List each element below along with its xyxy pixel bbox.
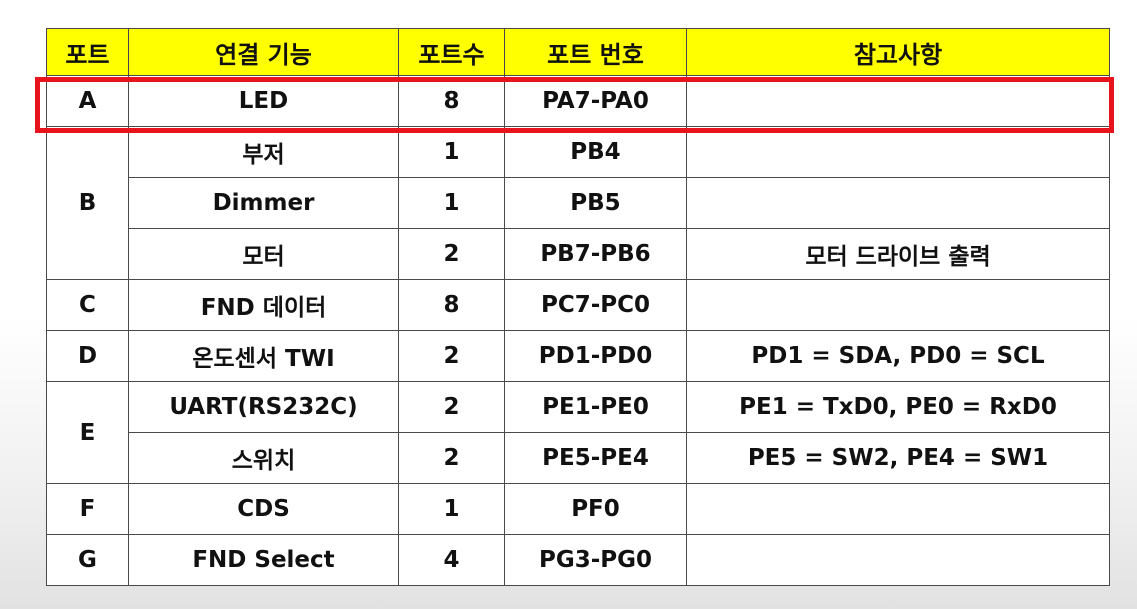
- count-cell: 2: [398, 381, 505, 433]
- function-cell: LED: [128, 75, 399, 127]
- table-row-b1: B 부저 1 PB4: [46, 126, 1110, 280]
- number-cell: PG3-PG0: [504, 534, 687, 586]
- function-cell: FND Select: [128, 534, 399, 586]
- port-table: 포트 연결 기능 포트수 포트 번호 참고사항 A LED 8 PA7-PA0 …: [46, 28, 1110, 586]
- number-cell: PA7-PA0: [504, 75, 687, 127]
- header-port: 포트: [46, 28, 129, 76]
- table-row-c: C FND 데이터 8 PC7-PC0: [46, 279, 1110, 331]
- port-cell: A: [46, 75, 129, 127]
- number-cell: PB7-PB6: [504, 228, 687, 280]
- table-row-f: F CDS 1 PF0: [46, 483, 1110, 535]
- table-row-a: A LED 8 PA7-PA0: [46, 75, 1110, 127]
- port-cell: E: [46, 381, 129, 484]
- function-cell: Dimmer: [128, 177, 399, 229]
- header-number: 포트 번호: [504, 28, 687, 76]
- function-cell: 온도센서 TWI: [128, 330, 399, 382]
- count-cell: 1: [398, 126, 505, 178]
- header-note: 참고사항: [686, 28, 1110, 76]
- number-cell: PF0: [504, 483, 687, 535]
- table-row-d: D 온도센서 TWI 2 PD1-PD0 PD1 = SDA, PD0 = SC…: [46, 330, 1110, 382]
- number-cell: PD1-PD0: [504, 330, 687, 382]
- port-cell: C: [46, 279, 129, 331]
- count-cell: 2: [398, 330, 505, 382]
- note-cell: PE1 = TxD0, PE0 = RxD0: [686, 381, 1110, 433]
- header-function: 연결 기능: [128, 28, 399, 76]
- header-row: 포트 연결 기능 포트수 포트 번호 참고사항: [46, 28, 1110, 76]
- note-cell: PE5 = SW2, PE4 = SW1: [686, 432, 1110, 484]
- count-cell: 8: [398, 75, 505, 127]
- table-row-b3: 모터 2 PB7-PB6 모터 드라이브 출력: [47, 228, 1110, 280]
- function-cell: 모터: [128, 228, 399, 280]
- note-cell: [686, 483, 1110, 535]
- number-cell: PC7-PC0: [504, 279, 687, 331]
- note-cell: [686, 177, 1110, 229]
- note-cell: 모터 드라이브 출력: [686, 228, 1110, 280]
- number-cell: PB5: [504, 177, 687, 229]
- number-cell: PB4: [504, 126, 687, 178]
- table-row-e2: 스위치 2 PE5-PE4 PE5 = SW2, PE4 = SW1: [47, 432, 1110, 484]
- port-cell: G: [46, 534, 129, 586]
- count-cell: 4: [398, 534, 505, 586]
- count-cell: 1: [398, 483, 505, 535]
- table-row-e1: E UART(RS232C) 2 PE1-PE0 PE1 = TxD0, PE0…: [46, 381, 1110, 484]
- note-cell: [686, 126, 1110, 178]
- port-cell: D: [46, 330, 129, 382]
- table-row-g: G FND Select 4 PG3-PG0: [46, 534, 1110, 586]
- note-cell: [686, 75, 1110, 127]
- number-cell: PE1-PE0: [504, 381, 687, 433]
- count-cell: 8: [398, 279, 505, 331]
- table-row-b2: Dimmer 1 PB5: [47, 177, 1110, 229]
- function-cell: 부저: [128, 126, 399, 178]
- port-cell: B: [46, 126, 129, 280]
- function-cell: UART(RS232C): [128, 381, 399, 433]
- note-cell: [686, 279, 1110, 331]
- port-cell: F: [46, 483, 129, 535]
- note-cell: PD1 = SDA, PD0 = SCL: [686, 330, 1110, 382]
- count-cell: 2: [398, 228, 505, 280]
- note-cell: [686, 534, 1110, 586]
- count-cell: 1: [398, 177, 505, 229]
- header-count: 포트수: [398, 28, 505, 76]
- function-cell: 스위치: [128, 432, 399, 484]
- count-cell: 2: [398, 432, 505, 484]
- number-cell: PE5-PE4: [504, 432, 687, 484]
- function-cell: FND 데이터: [128, 279, 399, 331]
- function-cell: CDS: [128, 483, 399, 535]
